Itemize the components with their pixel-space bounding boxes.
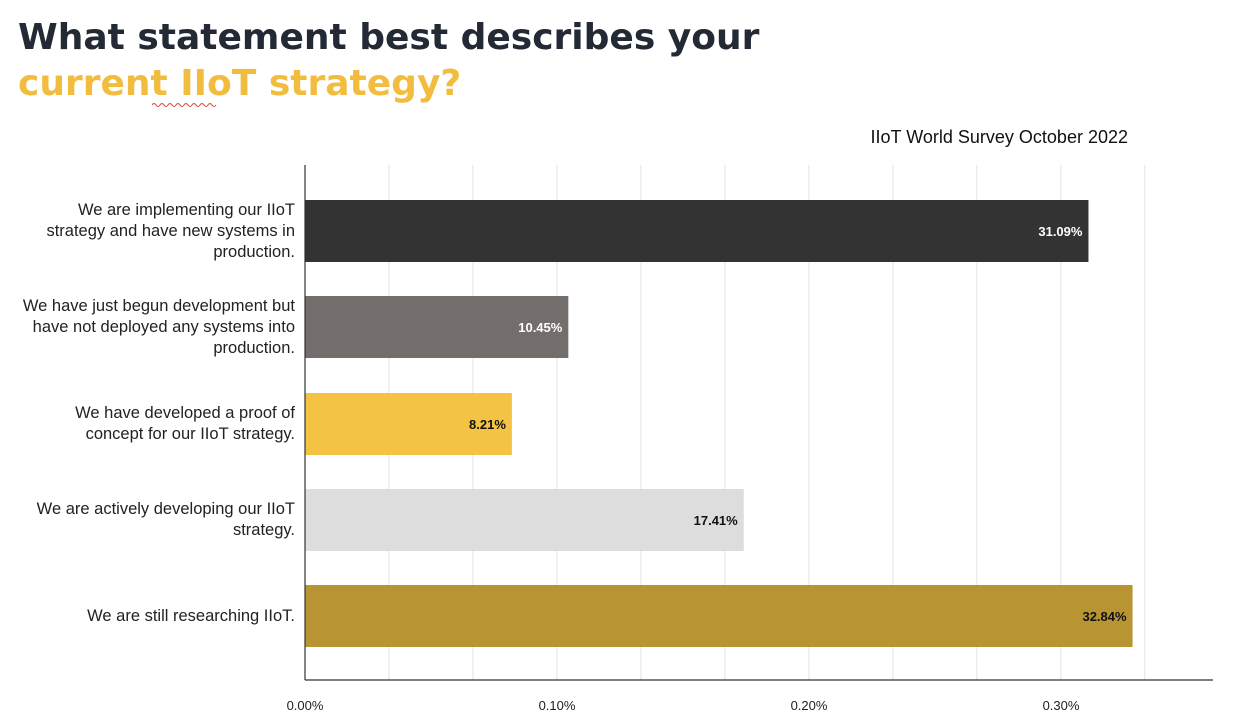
data-label: 8.21% — [469, 417, 506, 432]
bars — [305, 200, 1133, 647]
category-label: We are still researching IIoT. — [87, 606, 295, 625]
data-label: 31.09% — [1038, 224, 1083, 239]
data-label: 32.84% — [1082, 609, 1127, 624]
x-tick-label: 0.00% — [287, 698, 324, 713]
data-labels: 31.09% 10.45% 8.21% 17.41% 32.84% — [469, 224, 1127, 624]
bar — [305, 393, 512, 455]
data-label: 10.45% — [518, 320, 563, 335]
bar — [305, 200, 1089, 262]
chart-title-line-1: What statement best describes your — [18, 17, 760, 58]
x-tick-labels: 0.00% 0.10% 0.20% 0.30% — [287, 698, 1080, 713]
category-label: We have just begun development but have … — [22, 296, 295, 357]
chart-title-line-2: current IIoT strategy? — [18, 63, 462, 104]
axes — [304, 165, 1213, 681]
category-label: We are actively developing our IIoT stra… — [36, 500, 295, 539]
data-label: 17.41% — [694, 513, 739, 528]
bar — [305, 489, 744, 551]
chart-subtitle: IIoT World Survey October 2022 — [870, 127, 1128, 147]
spellcheck-squiggle — [152, 103, 217, 107]
bar — [305, 296, 569, 358]
bar — [305, 585, 1133, 647]
category-label: We are implementing our IIoT strategy an… — [46, 200, 295, 261]
x-tick-label: 0.10% — [539, 698, 576, 713]
x-tick-label: 0.30% — [1043, 698, 1080, 713]
category-label: We have developed a proof of concept for… — [75, 404, 295, 443]
x-tick-label: 0.20% — [791, 698, 828, 713]
